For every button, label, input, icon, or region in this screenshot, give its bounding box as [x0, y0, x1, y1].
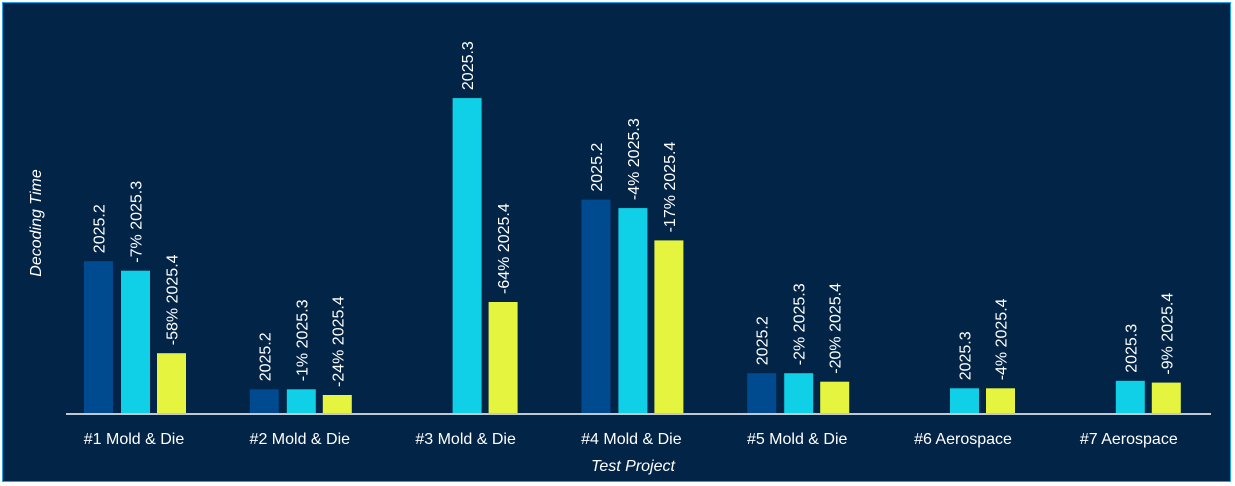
bar-2025.3-3	[452, 98, 482, 413]
bar-2025.4-6	[986, 388, 1015, 413]
data-label-2025.3-3: 2025.3	[460, 41, 477, 90]
data-label-2025.4-7: -9% 2025.4	[1159, 293, 1176, 375]
bar-2025.4-4	[654, 240, 684, 413]
bar-2025.2-4	[581, 199, 611, 413]
data-label-2025.4-2: -24% 2025.4	[330, 296, 347, 387]
x-tick-label: #2 Mold & Die	[250, 431, 351, 448]
bar-2025.4-5	[820, 381, 850, 413]
x-tick-label: #1 Mold & Die	[84, 431, 185, 448]
data-label-2025.4-6: -4% 2025.4	[994, 298, 1011, 380]
bar-2025.4-7	[1151, 382, 1181, 413]
bar-2025.2-2	[249, 389, 279, 413]
data-label-2025.2-1: 2025.2	[92, 204, 109, 253]
data-label-2025.3-4: -4% 2025.3	[626, 118, 643, 200]
data-label-2025.4-4: -17% 2025.4	[662, 142, 679, 233]
data-label-2025.3-2: -1% 2025.3	[294, 299, 311, 381]
data-label-2025.2-2: 2025.2	[257, 332, 274, 381]
x-tick-label: #5 Mold & Die	[747, 431, 848, 448]
x-tick-label: #3 Mold & Die	[415, 431, 516, 448]
bar-2025.3-2	[286, 389, 316, 413]
data-label-2025.4-5: -20% 2025.4	[828, 283, 845, 374]
bar-2025.4-3	[488, 302, 518, 413]
x-tick-label: #7 Aerospace	[1080, 431, 1178, 448]
data-label-2025.4-3: -64% 2025.4	[496, 203, 513, 294]
x-tick-label: #6 Aerospace	[914, 431, 1012, 448]
bar-2025.3-4	[618, 208, 648, 413]
bar-2025.4-2	[322, 395, 352, 413]
bar-2025.4-1	[157, 353, 186, 413]
data-label-2025.2-5: 2025.2	[755, 316, 772, 365]
data-label-2025.3-5: -2% 2025.3	[792, 283, 809, 365]
data-label-2025.3-1: -7% 2025.3	[129, 181, 146, 263]
bar-2025.3-6	[950, 388, 979, 413]
bar-2025.2-5	[747, 373, 777, 413]
data-label-2025.3-7: 2025.3	[1123, 324, 1140, 373]
bar-2025.3-7	[1115, 380, 1145, 413]
data-label-2025.4-1: -58% 2025.4	[165, 254, 182, 345]
bar-2025.3-5	[784, 373, 814, 413]
data-label-2025.3-6: 2025.3	[958, 331, 975, 380]
data-label-2025.2-4: 2025.2	[589, 143, 606, 192]
x-axis-title: Test Project	[591, 458, 675, 475]
bar-2025.2-1	[84, 261, 113, 413]
bar-2025.3-1	[121, 270, 150, 413]
y-axis-title: Decoding Time	[28, 169, 45, 277]
x-tick-label: #4 Mold & Die	[581, 431, 682, 448]
